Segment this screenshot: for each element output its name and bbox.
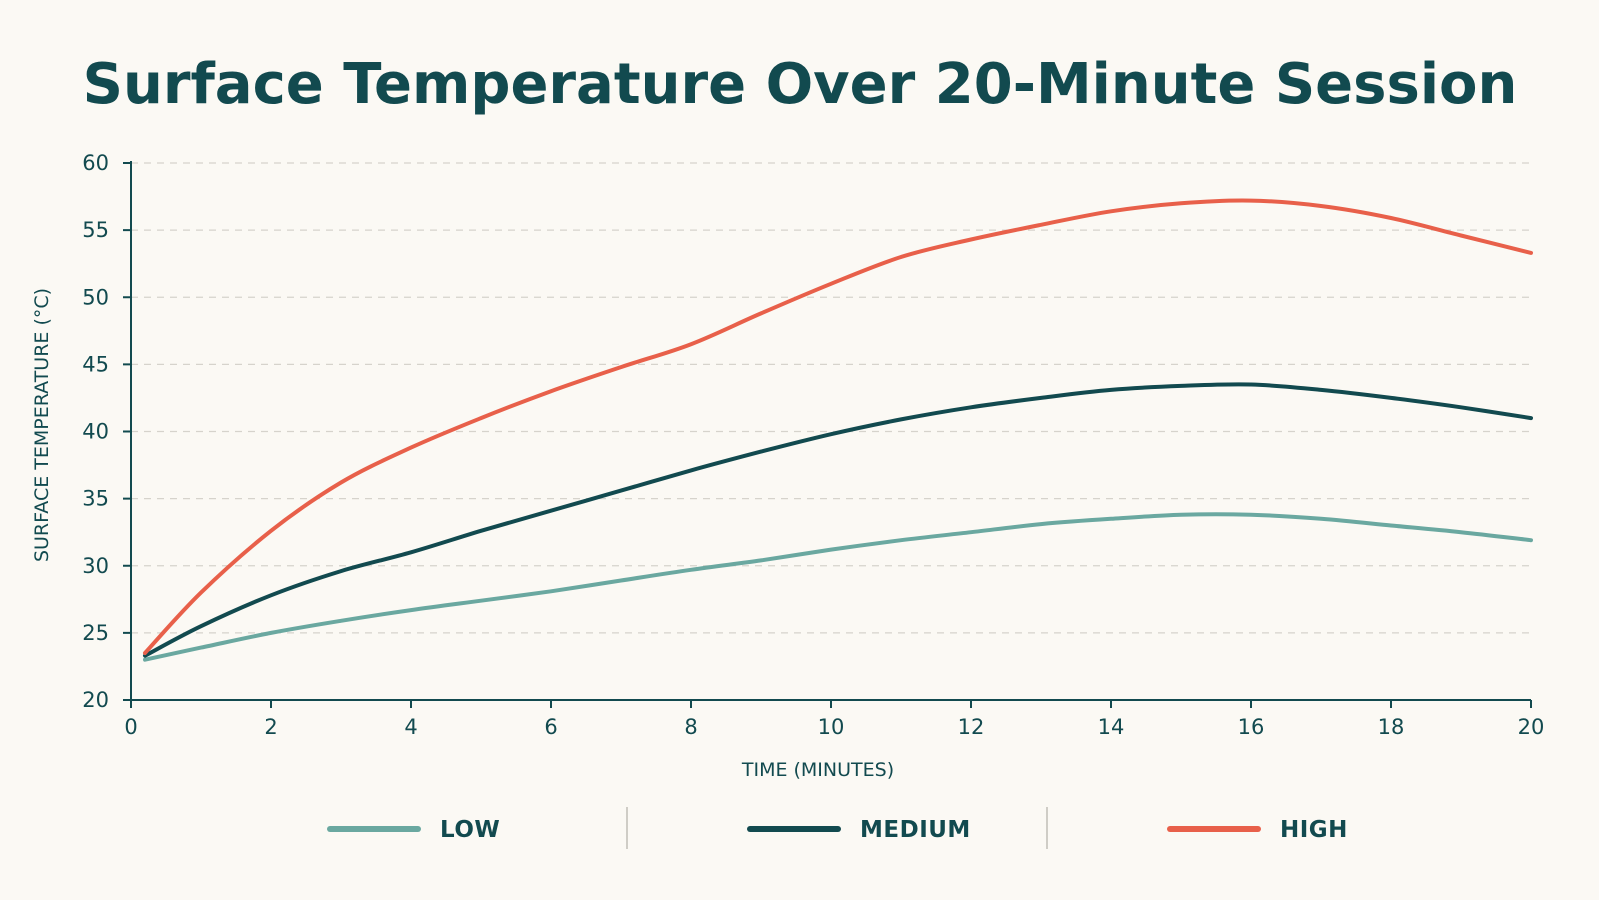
x-tick-label-2: 2 <box>264 715 277 739</box>
y-tick-label-45: 45 <box>82 352 109 376</box>
y-axis-ticks: 20 25 30 35 40 45 50 55 60 <box>82 151 131 712</box>
x-tick-label-4: 4 <box>404 715 417 739</box>
y-axis-label: SURFACE TEMPERATURE (°C) <box>31 288 53 562</box>
x-tick-label-14: 14 <box>1098 715 1125 739</box>
series-lines <box>143 198 1533 662</box>
y-tick-label-30: 30 <box>82 554 109 578</box>
y-tick-label-50: 50 <box>82 285 109 309</box>
x-tick-label-10: 10 <box>818 715 845 739</box>
x-tick-label-0: 0 <box>124 715 137 739</box>
x-axis-ticks: 0 2 4 6 8 10 12 14 16 18 20 <box>124 700 1544 739</box>
y-tick-label-55: 55 <box>82 218 109 242</box>
legend-label-low: LOW <box>440 817 500 843</box>
legend: LOW MEDIUM HIGH <box>327 807 1348 849</box>
y-tick-label-25: 25 <box>82 621 109 645</box>
chart-title: Surface Temperature Over 20-Minute Sessi… <box>83 52 1518 117</box>
y-tick-label-60: 60 <box>82 151 109 175</box>
legend-label-medium: MEDIUM <box>860 817 971 843</box>
x-tick-label-12: 12 <box>958 715 985 739</box>
y-tick-label-40: 40 <box>82 420 109 444</box>
legend-label-high: HIGH <box>1280 817 1348 843</box>
x-tick-label-18: 18 <box>1378 715 1405 739</box>
y-tick-label-35: 35 <box>82 487 109 511</box>
series-line-high <box>143 198 1533 655</box>
y-tick-label-20: 20 <box>82 688 109 712</box>
series-line-medium <box>143 382 1533 658</box>
gridlines <box>131 162 1531 634</box>
x-axis-label: TIME (MINUTES) <box>741 759 894 781</box>
x-tick-label-16: 16 <box>1238 715 1265 739</box>
x-tick-label-20: 20 <box>1518 715 1545 739</box>
x-tick-label-6: 6 <box>544 715 557 739</box>
x-tick-label-8: 8 <box>684 715 697 739</box>
series-line-low <box>143 512 1533 662</box>
